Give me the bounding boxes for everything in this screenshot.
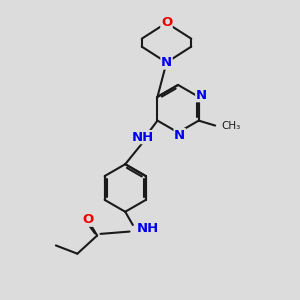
Text: N: N [161,56,172,69]
Text: O: O [161,16,172,29]
Text: NH: NH [131,130,154,144]
Text: NH: NH [137,222,159,235]
Text: N: N [174,129,185,142]
Text: O: O [82,213,94,226]
Text: CH₃: CH₃ [221,121,240,130]
Text: N: N [196,89,207,102]
